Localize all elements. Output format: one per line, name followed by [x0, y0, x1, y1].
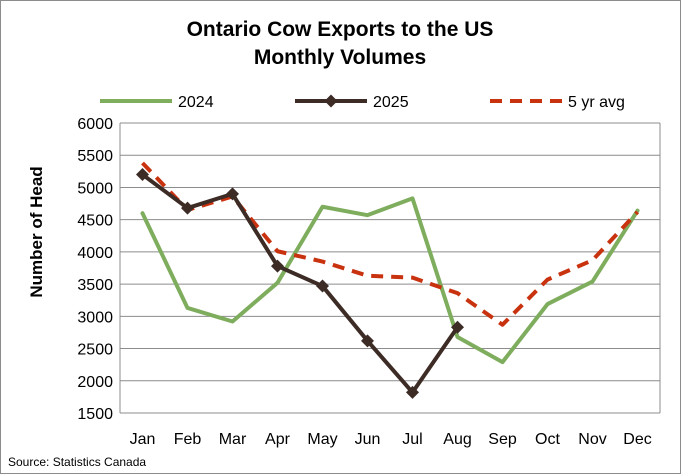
point-2025-mar	[226, 187, 239, 201]
y-tick-label-0: 1500	[77, 406, 113, 423]
point-2025-feb	[181, 201, 194, 215]
x-tick-label-apr: Apr	[265, 431, 291, 448]
y-tick-labels: 1500 2000 2500 3000 3500 4000 4500 5000 5500 6000	[77, 116, 113, 423]
x-tick-label-nov: Nov	[578, 431, 606, 448]
series-line-2024	[140, 196, 640, 365]
legend-label-2024: 2024	[178, 94, 214, 111]
x-tick-label-oct: Oct	[535, 431, 560, 448]
y-tick-label-4: 3500	[77, 277, 113, 294]
series-group	[136, 161, 640, 399]
x-tick-label-dec: Dec	[623, 431, 651, 448]
point-2025-jul	[406, 385, 419, 399]
legend: 2024 2025 5 yr avg	[100, 94, 625, 111]
y-tick-label-2: 2500	[77, 342, 113, 359]
x-tick-label-jul: Jul	[402, 431, 422, 448]
source-note: Source: Statistics Canada	[8, 455, 146, 469]
x-tick-label-aug: Aug	[443, 431, 471, 448]
y-tick-label-6: 4500	[77, 213, 113, 230]
legend-label-2025: 2025	[373, 94, 409, 111]
x-tick-label-mar: Mar	[219, 431, 247, 448]
chart-title-line2: Monthly Volumes	[254, 46, 426, 69]
x-tick-labels: Jan Feb Mar Apr May Jun Jul Aug Sep Oct Nov Dec	[130, 431, 652, 448]
y-axis-label: Number of Head	[27, 166, 46, 297]
x-tick-label-sep: Sep	[488, 431, 517, 448]
x-tick-label-jan: Jan	[130, 431, 156, 448]
chart-title-line1: Ontario Cow Exports to the US	[187, 18, 494, 41]
series-line-5-yr-avg	[141, 161, 639, 327]
y-tick-label-7: 5000	[77, 180, 113, 197]
y-tick-label-9: 6000	[77, 116, 113, 133]
point-2025-apr	[271, 259, 284, 273]
y-tick-label-5: 4000	[77, 245, 113, 262]
point-2025-jun	[361, 334, 374, 348]
series-line-2025	[140, 172, 460, 395]
point-2025-aug	[451, 320, 464, 334]
legend-label-5-yr-avg: 5 yr avg	[568, 94, 625, 111]
x-tick-label-jun: Jun	[355, 431, 381, 448]
x-tick-label-may: May	[307, 431, 337, 448]
point-2025-may	[316, 279, 329, 293]
legend-marker-2025	[324, 94, 338, 108]
y-tick-label-1: 2000	[77, 374, 113, 391]
y-tick-label-8: 5500	[77, 148, 113, 165]
y-tick-label-3: 3000	[77, 309, 113, 326]
point-2025-jan	[136, 168, 149, 182]
x-tick-label-feb: Feb	[174, 431, 202, 448]
